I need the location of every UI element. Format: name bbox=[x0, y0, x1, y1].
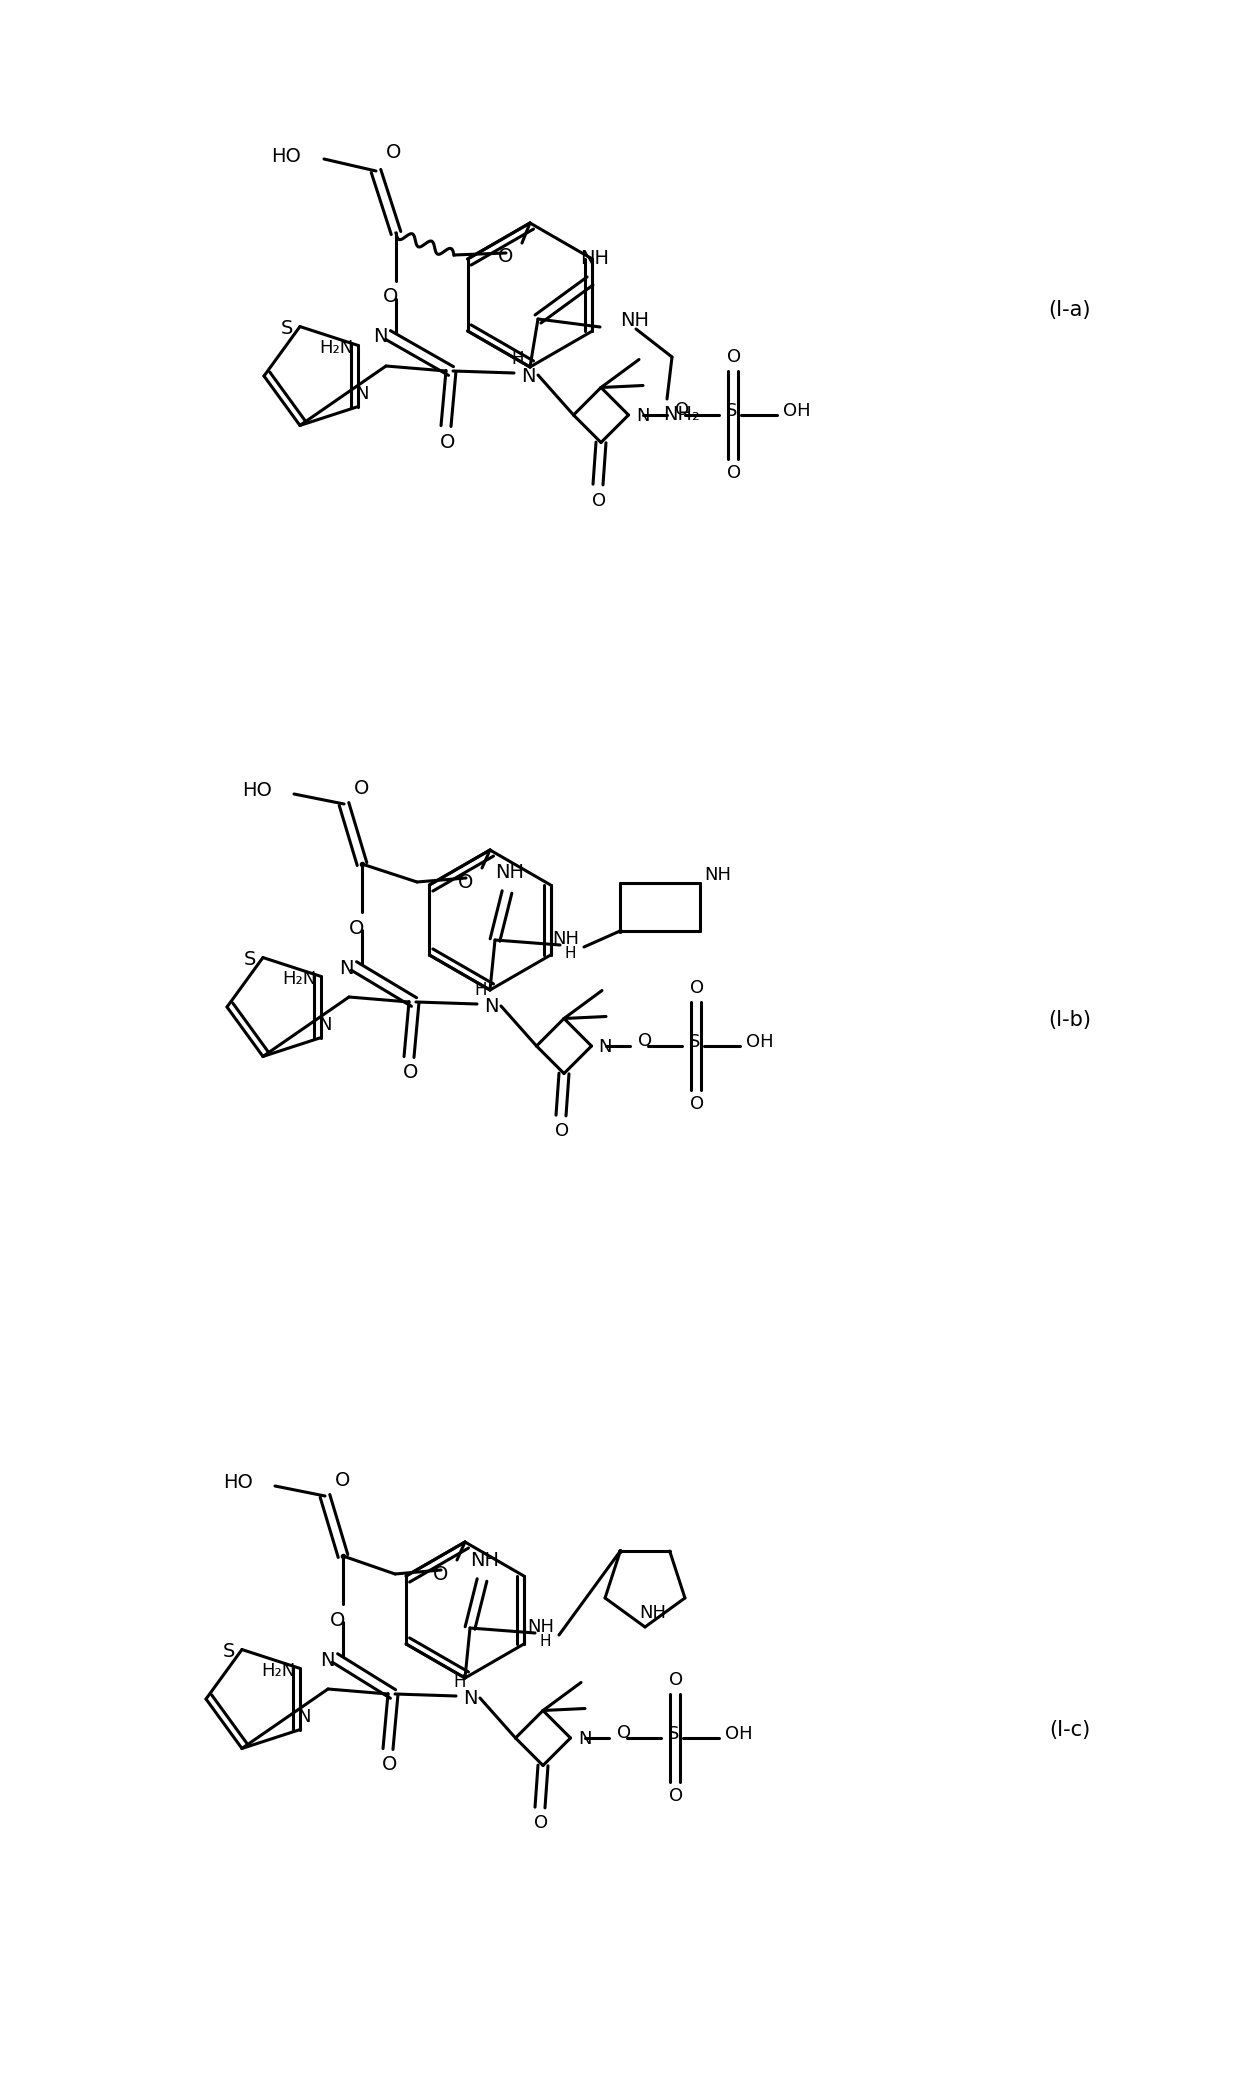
Text: H₂N: H₂N bbox=[260, 1663, 295, 1681]
Text: NH: NH bbox=[496, 862, 525, 882]
Text: N: N bbox=[319, 1016, 332, 1033]
Text: O: O bbox=[498, 248, 513, 267]
Text: O: O bbox=[440, 432, 455, 451]
Text: S: S bbox=[280, 319, 293, 338]
Text: O: O bbox=[618, 1723, 631, 1742]
Text: H: H bbox=[454, 1673, 466, 1692]
Text: NH: NH bbox=[640, 1604, 667, 1623]
Text: O: O bbox=[403, 1064, 419, 1083]
Text: N: N bbox=[636, 407, 650, 426]
Text: S: S bbox=[668, 1725, 680, 1744]
Text: O: O bbox=[591, 492, 606, 509]
Text: NH: NH bbox=[580, 250, 610, 269]
Text: O: O bbox=[691, 978, 704, 997]
Text: N: N bbox=[463, 1690, 477, 1708]
Text: O: O bbox=[355, 778, 370, 797]
Text: HO: HO bbox=[242, 780, 272, 799]
Text: NH: NH bbox=[553, 930, 579, 947]
Text: O: O bbox=[676, 401, 689, 419]
Text: O: O bbox=[387, 144, 402, 163]
Text: N: N bbox=[339, 957, 353, 978]
Text: O: O bbox=[639, 1033, 652, 1049]
Text: O: O bbox=[433, 1564, 449, 1583]
Text: (I-c): (I-c) bbox=[1049, 1721, 1091, 1740]
Text: O: O bbox=[350, 918, 365, 937]
Text: O: O bbox=[534, 1815, 548, 1832]
Text: N: N bbox=[298, 1708, 311, 1725]
Text: OH: OH bbox=[745, 1033, 774, 1051]
Text: H₂N: H₂N bbox=[281, 970, 316, 989]
Text: HO: HO bbox=[272, 146, 301, 165]
Text: O: O bbox=[459, 872, 474, 891]
Text: S: S bbox=[688, 1033, 701, 1051]
Text: S: S bbox=[244, 949, 257, 970]
Text: H: H bbox=[475, 980, 487, 999]
Text: NH: NH bbox=[527, 1619, 554, 1635]
Text: O: O bbox=[383, 288, 399, 307]
Text: N: N bbox=[356, 384, 368, 403]
Text: (I-b): (I-b) bbox=[1049, 1010, 1091, 1030]
Text: O: O bbox=[335, 1471, 351, 1489]
Text: O: O bbox=[728, 348, 742, 365]
Text: O: O bbox=[330, 1610, 346, 1629]
Text: S: S bbox=[223, 1642, 236, 1660]
Text: NH: NH bbox=[704, 866, 732, 884]
Text: OH: OH bbox=[782, 403, 810, 419]
Text: N: N bbox=[599, 1039, 613, 1056]
Text: S: S bbox=[725, 403, 738, 419]
Text: NH: NH bbox=[620, 311, 649, 330]
Text: O: O bbox=[382, 1756, 398, 1775]
Text: (I-a): (I-a) bbox=[1049, 300, 1091, 319]
Text: N: N bbox=[484, 997, 498, 1016]
Text: NH₂: NH₂ bbox=[663, 405, 701, 423]
Text: O: O bbox=[556, 1122, 569, 1141]
Text: H₂N: H₂N bbox=[319, 340, 353, 357]
Text: N: N bbox=[578, 1729, 591, 1748]
Text: NH: NH bbox=[470, 1550, 500, 1569]
Text: O: O bbox=[728, 463, 742, 482]
Text: O: O bbox=[670, 1671, 683, 1690]
Text: N: N bbox=[521, 367, 536, 386]
Text: N: N bbox=[373, 328, 387, 346]
Text: H: H bbox=[564, 945, 575, 960]
Text: H: H bbox=[539, 1633, 551, 1648]
Text: HO: HO bbox=[223, 1473, 253, 1491]
Text: H: H bbox=[512, 350, 525, 367]
Text: OH: OH bbox=[724, 1725, 753, 1744]
Text: O: O bbox=[670, 1788, 683, 1804]
Text: O: O bbox=[691, 1095, 704, 1114]
Text: N: N bbox=[320, 1650, 335, 1669]
